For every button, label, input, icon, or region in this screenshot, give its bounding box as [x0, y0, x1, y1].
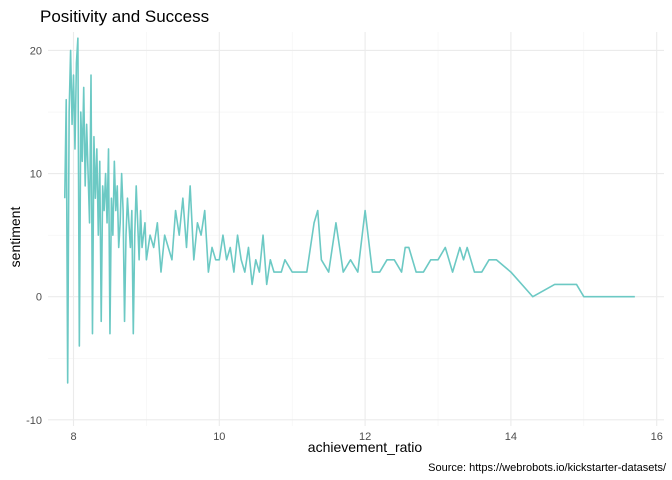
- x-tick-label: 14: [505, 431, 517, 443]
- y-tick-label: 10: [30, 169, 42, 181]
- y-axis-title: sentiment: [7, 207, 23, 268]
- x-axis-title: achievement_ratio: [308, 439, 423, 455]
- x-axis-ticks: 8 10 12 14 16: [70, 431, 662, 443]
- series-sentiment: [63, 37, 635, 384]
- chart-title: Positivity and Success: [40, 7, 209, 26]
- y-tick-label: 20: [30, 45, 42, 57]
- x-tick-label: 12: [359, 431, 371, 443]
- x-tick-label: 10: [213, 431, 225, 443]
- source-caption: Source: https://webrobots.io/kickstarter…: [428, 462, 667, 474]
- y-tick-label: 0: [36, 292, 42, 304]
- x-tick-label: 8: [70, 431, 76, 443]
- y-tick-label: -10: [26, 415, 42, 427]
- y-axis-ticks: -10 0 10 20: [26, 45, 42, 426]
- x-tick-label: 16: [651, 431, 663, 443]
- sentiment-series-line: [63, 37, 635, 384]
